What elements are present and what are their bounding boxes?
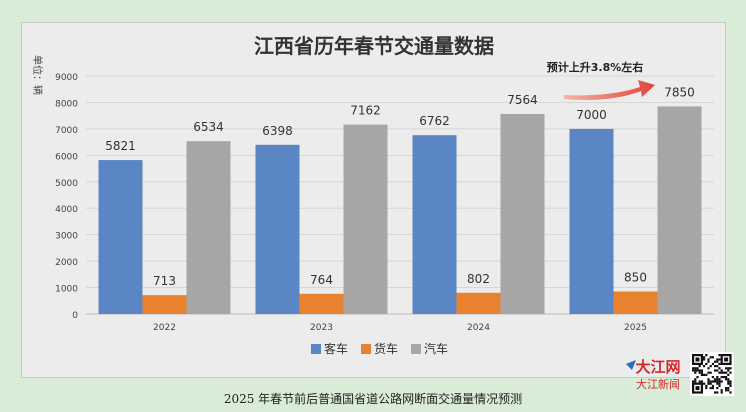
data-label: 850 (624, 271, 647, 285)
x-tick-label: 2024 (467, 323, 490, 333)
bar-客车-2023 (255, 144, 300, 314)
legend-swatch (311, 344, 321, 354)
data-label: 7850 (664, 85, 695, 99)
bar-汽车-2024 (500, 113, 545, 315)
data-label: 7564 (507, 93, 538, 107)
data-label: 802 (467, 272, 490, 286)
bar-汽车-2023 (343, 124, 388, 314)
data-labels: 5821 713 6534 6398 764 7162 6762 802 7564 7000 850… (105, 85, 695, 288)
gridlines (86, 75, 714, 315)
y-tick-label: 7000 (55, 126, 78, 136)
bar-客车-2025 (569, 128, 614, 314)
y-tick-label: 0 (72, 311, 78, 321)
x-tick-label: 2025 (624, 323, 647, 333)
chart-title: 江西省历年春节交通量数据 (254, 34, 494, 58)
bars (98, 106, 702, 315)
bar-货车-2022 (142, 295, 187, 314)
annotation-text: 预计上升3.8%左右 (547, 60, 644, 74)
data-label: 6398 (262, 124, 293, 138)
bar-汽车-2025 (657, 106, 702, 315)
legend-label: 货车 (374, 341, 398, 356)
bar-客车-2022 (98, 160, 143, 314)
bar-客车-2024 (412, 135, 457, 314)
legend-swatch (411, 344, 421, 354)
y-tick-label: 6000 (55, 152, 78, 162)
data-label: 764 (310, 273, 333, 287)
legend-label: 客车 (324, 341, 348, 356)
y-tick-label: 5000 (55, 179, 78, 189)
bar-汽车-2022 (186, 141, 231, 314)
y-tick-label: 8000 (55, 99, 78, 109)
x-tick-label: 2023 (310, 323, 333, 333)
data-label: 713 (153, 274, 176, 288)
y-tick-label: 4000 (55, 205, 78, 215)
legend: 客车 货车 汽车 (311, 341, 448, 356)
chart-figure: 江西省历年春节交通量数据 单位：辆 0 1000 2000 3000 4000 5000 6… (21, 22, 726, 378)
y-tick-label: 2000 (55, 258, 78, 268)
y-tick-label: 1000 (55, 285, 78, 295)
y-tick-label: 3000 (55, 232, 78, 242)
bar-chart: 江西省历年春节交通量数据 单位：辆 0 1000 2000 3000 4000 5000 6… (31, 34, 714, 356)
figure-caption: 2025 年春节前后普通国省道公路网断面交通量情况预测 (223, 392, 523, 406)
data-label: 7000 (576, 108, 607, 122)
logo-text: 大江网 (635, 358, 680, 376)
data-label: 6534 (193, 120, 224, 134)
y-tick-label: 9000 (55, 73, 78, 83)
data-label: 5821 (105, 139, 136, 153)
trend-annotation: 预计上升3.8%左右 (547, 60, 655, 100)
data-label: 6762 (419, 114, 450, 128)
x-tick-labels: 2022 2023 2024 2025 (153, 323, 647, 333)
dajiang-logo: 大江网 大江新闻 (622, 356, 688, 394)
y-axis-label: 单位：辆 (31, 55, 44, 95)
logo-subtext: 大江新闻 (636, 377, 680, 391)
trend-arrow-icon (564, 80, 655, 100)
bar-货车-2025 (613, 291, 658, 314)
legend-label: 汽车 (424, 341, 448, 356)
bar-货车-2024 (456, 292, 501, 314)
legend-swatch (361, 344, 371, 354)
qr-code-icon (690, 352, 734, 396)
x-tick-label: 2022 (153, 323, 176, 333)
data-label: 7162 (350, 104, 381, 118)
bar-货车-2023 (299, 293, 344, 314)
y-tick-labels: 0 1000 2000 3000 4000 5000 6000 7000 8000 9000 (55, 73, 78, 321)
